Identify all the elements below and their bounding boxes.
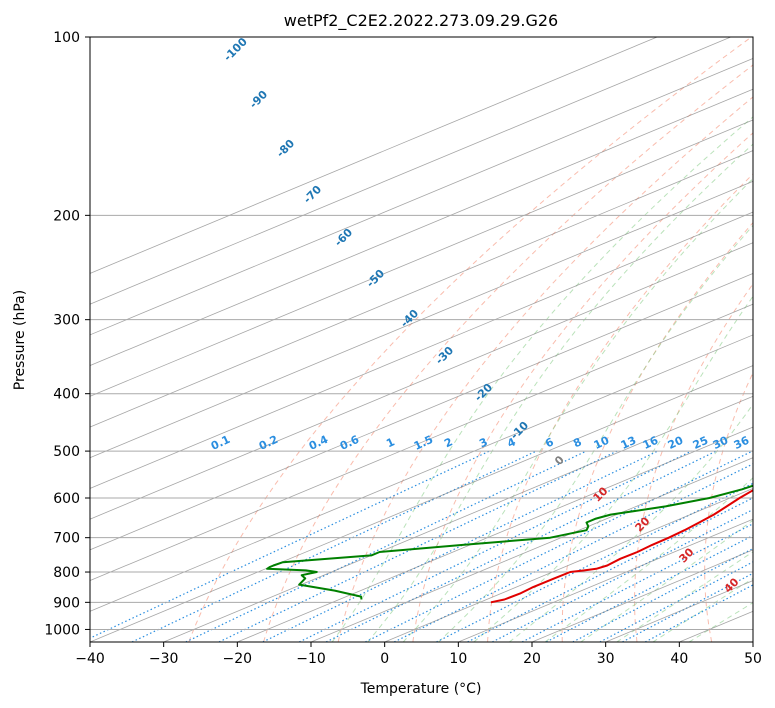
y-tick-label: 600 xyxy=(53,491,80,507)
isotherm-line xyxy=(90,211,753,489)
isotherm-line xyxy=(90,58,753,336)
y-tick-label: 100 xyxy=(53,30,80,46)
mixing-ratio-line xyxy=(467,497,753,642)
isotherm-line xyxy=(90,334,753,612)
y-tick-label: 1000 xyxy=(44,622,80,638)
isotherm-line xyxy=(90,303,753,582)
mixing-ratio-label: 36 xyxy=(732,434,752,452)
y-tick-label: 900 xyxy=(53,595,80,611)
dewpoint-profile-line xyxy=(266,484,753,600)
mixing-ratio-label: 13 xyxy=(619,434,638,452)
y-tick-label: 800 xyxy=(53,565,80,581)
dry-adiabat-line xyxy=(704,371,753,642)
y-tick-label: 400 xyxy=(53,387,80,403)
dry-adiabat-line xyxy=(188,37,752,642)
isotherm-line xyxy=(90,365,753,642)
isotherm-line xyxy=(237,426,753,642)
moist-adiabat-line xyxy=(402,177,753,642)
moist-adiabat-line xyxy=(509,403,753,642)
mixing-ratio-line xyxy=(599,561,753,642)
moist-adiabat-line xyxy=(473,295,753,642)
temperature-profile-line xyxy=(490,489,753,604)
dry-adiabat-line xyxy=(337,96,753,642)
y-tick-label: 300 xyxy=(53,313,80,329)
x-tick-label: 20 xyxy=(523,651,541,667)
y-tick-label: 200 xyxy=(53,208,80,224)
mixing-ratio-label: 16 xyxy=(641,434,661,452)
isotherm-line xyxy=(90,150,753,428)
x-tick-label: −10 xyxy=(296,651,326,667)
x-tick-label: −30 xyxy=(149,651,179,667)
dry-adiabat-line xyxy=(561,221,753,642)
mixing-ratio-label: 30 xyxy=(711,434,731,452)
isotherm-line xyxy=(90,273,753,551)
mixing-ratio-line xyxy=(218,450,618,642)
isotherm-line xyxy=(90,88,753,367)
mixing-ratio-line xyxy=(436,482,753,642)
isotherm-line xyxy=(90,37,658,274)
x-tick-label: −20 xyxy=(223,651,253,667)
isotherm-line xyxy=(163,395,753,642)
mixing-ratio-line xyxy=(185,450,587,642)
isotherm-line xyxy=(90,37,731,305)
chart-title: wetPf2_C2E2.2022.273.09.29.G26 xyxy=(284,11,558,31)
x-tick-label: 40 xyxy=(670,651,688,667)
x-axis-label: Temperature (°C) xyxy=(360,681,482,697)
isotherm-line xyxy=(310,457,753,642)
mixing-ratio-label: 10 xyxy=(592,434,612,452)
x-tick-label: 10 xyxy=(449,651,467,667)
x-tick-label: −40 xyxy=(75,651,105,667)
moist-adiabat-line xyxy=(580,519,753,642)
moist-adiabat-line xyxy=(616,551,753,642)
moist-adiabat-line xyxy=(438,224,753,642)
x-tick-label: 30 xyxy=(597,651,615,667)
x-tick-label: 0 xyxy=(380,651,389,667)
isotherm-line xyxy=(90,119,753,397)
mixing-ratio-label: 20 xyxy=(666,434,686,452)
dry-adiabat-line xyxy=(263,64,753,642)
isotherm-line xyxy=(90,242,753,520)
y-axis-label: Pressure (hPa) xyxy=(12,290,28,390)
moist-adiabat-line xyxy=(331,116,753,642)
isotherm-line xyxy=(458,518,753,642)
isotherm-line xyxy=(90,180,753,459)
mixing-ratio-label: 25 xyxy=(691,434,710,452)
isotherm-line xyxy=(384,488,753,642)
y-tick-label: 500 xyxy=(53,444,80,460)
y-tick-label: 700 xyxy=(53,531,80,547)
dry-adiabat-line xyxy=(634,282,753,642)
mixing-ratio-line xyxy=(325,450,717,642)
x-tick-label: 50 xyxy=(744,651,762,667)
plot-frame xyxy=(89,36,754,643)
mixing-ratio-line xyxy=(298,450,692,642)
